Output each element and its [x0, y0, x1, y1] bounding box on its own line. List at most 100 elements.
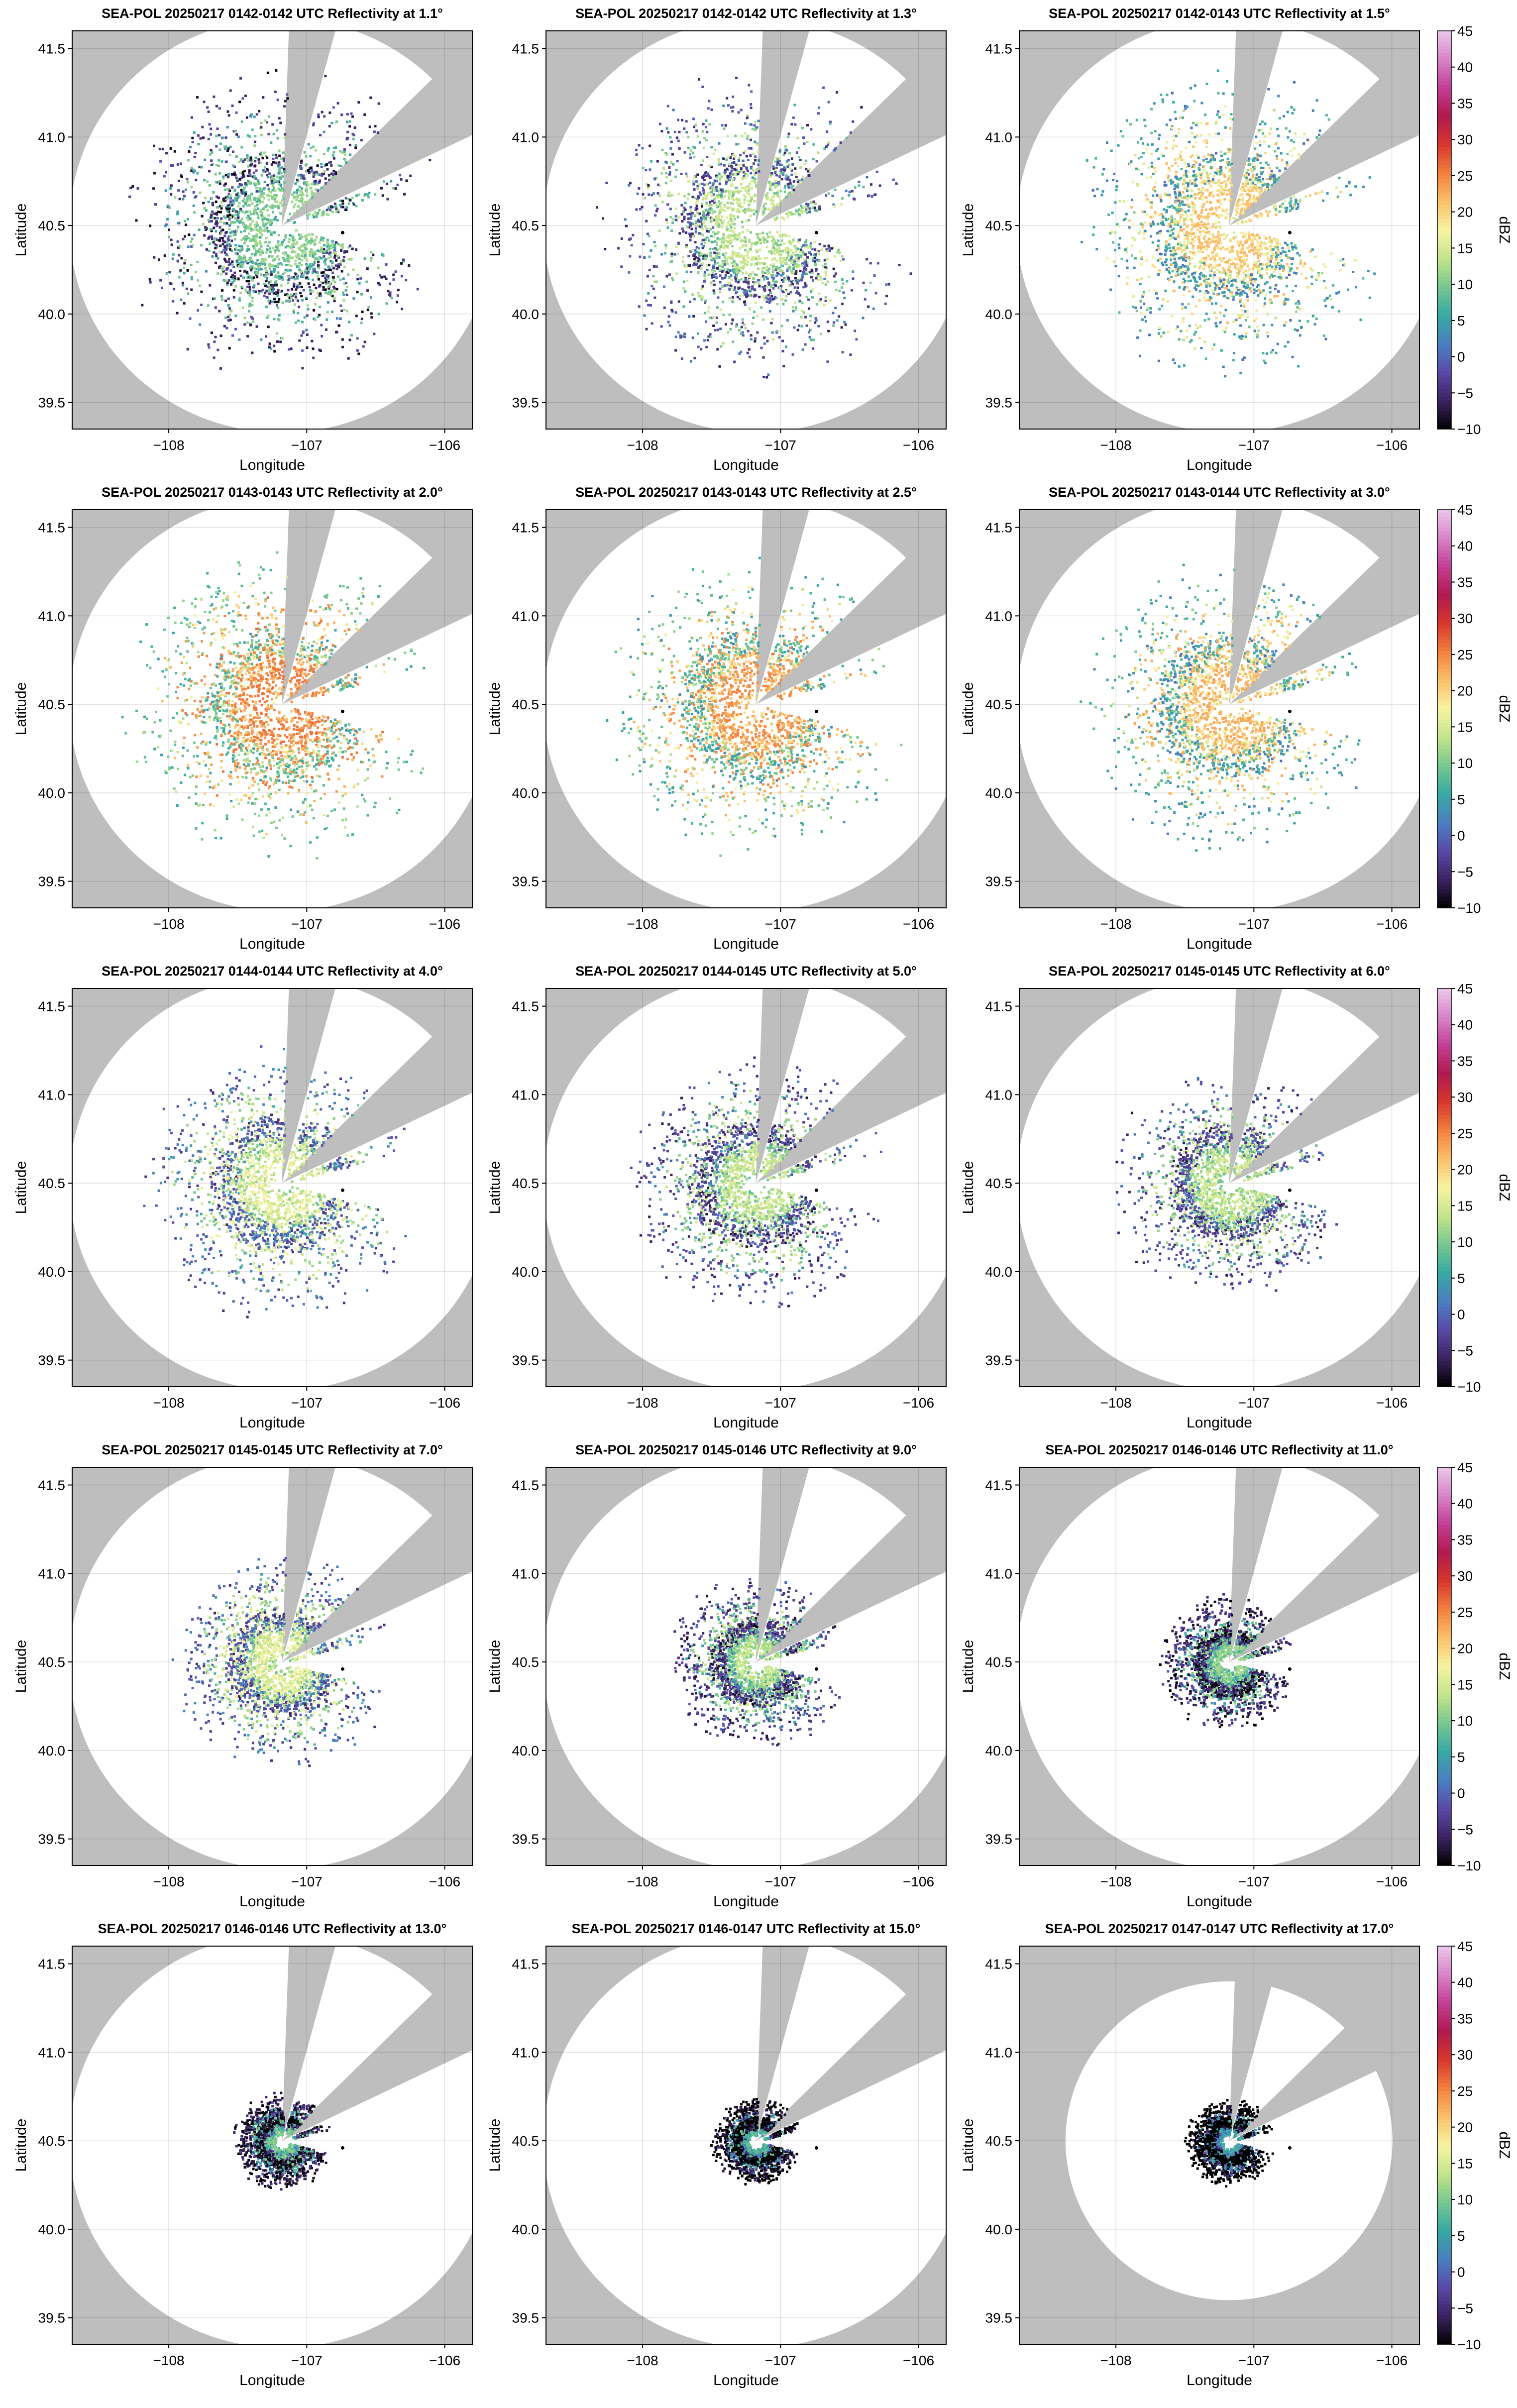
- echo-pixel: [188, 150, 191, 153]
- echo-pixel: [776, 184, 779, 187]
- echo-pixel: [743, 289, 746, 292]
- echo-pixel: [794, 277, 797, 280]
- echo-pixel: [707, 273, 710, 276]
- echo-pixel: [708, 263, 711, 266]
- echo-pixel: [303, 316, 306, 319]
- echo-pixel: [790, 253, 793, 256]
- echo-pixel: [298, 339, 301, 342]
- echo-pixel: [840, 203, 843, 206]
- echo-pixel: [716, 195, 719, 198]
- echo-pixel: [799, 254, 802, 257]
- echo-pixel: [265, 277, 268, 280]
- echo-pixel: [746, 191, 749, 194]
- echo-pixel: [1291, 154, 1294, 157]
- echo-pixel: [339, 304, 342, 307]
- echo-pixel: [750, 123, 753, 126]
- echo-pixel: [289, 234, 292, 237]
- echo-pixel: [681, 118, 683, 121]
- echo-pixel: [296, 286, 299, 289]
- echo-pixel: [270, 141, 273, 144]
- echo-pixel: [755, 243, 758, 246]
- echo-pixel: [708, 164, 711, 167]
- echo-pixel: [1266, 247, 1269, 250]
- echo-pixel: [754, 181, 757, 184]
- echo-pixel: [813, 240, 816, 243]
- echo-pixel: [746, 114, 749, 117]
- echo-pixel: [282, 252, 285, 255]
- echo-pixel: [258, 263, 261, 266]
- echo-pixel: [722, 236, 725, 239]
- echo-pixel: [770, 252, 773, 255]
- echo-pixel: [230, 173, 233, 176]
- echo-pixel: [200, 304, 203, 306]
- echo-pixel: [330, 121, 333, 124]
- echo-pixel: [775, 163, 778, 166]
- echo-pixel: [834, 147, 837, 150]
- echo-pixel: [231, 263, 234, 266]
- echo-pixel: [733, 238, 736, 241]
- echo-pixel: [788, 239, 791, 242]
- echo-pixel: [722, 239, 725, 242]
- echo-pixel: [1283, 324, 1286, 327]
- echo-pixel: [1234, 263, 1237, 266]
- echo-pixel: [170, 243, 173, 246]
- echo-pixel: [269, 182, 272, 185]
- echo-pixel: [1276, 295, 1279, 298]
- echo-pixel: [1205, 146, 1208, 148]
- echo-pixel: [772, 267, 775, 270]
- echo-pixel: [656, 160, 659, 163]
- echo-pixel: [244, 290, 247, 293]
- y-tick-label: 39.5: [38, 395, 66, 411]
- echo-pixel: [311, 169, 314, 172]
- echo-pixel: [689, 210, 692, 212]
- echo-pixel: [209, 284, 212, 287]
- echo-pixel: [696, 185, 699, 188]
- echo-pixel: [701, 233, 704, 236]
- echo-pixel: [767, 282, 770, 285]
- echo-pixel: [761, 231, 764, 234]
- echo-pixel: [276, 129, 279, 132]
- echo-pixel: [738, 298, 741, 301]
- echo-pixel: [1275, 178, 1278, 181]
- echo-pixel: [650, 249, 652, 252]
- echo-pixel: [804, 241, 807, 244]
- echo-pixel: [706, 268, 709, 271]
- echo-pixel: [178, 244, 181, 247]
- echo-pixel: [357, 352, 360, 355]
- echo-pixel: [1241, 268, 1243, 270]
- echo-pixel: [783, 190, 786, 193]
- echo-pixel: [1218, 195, 1221, 198]
- echo-pixel: [283, 170, 286, 173]
- echo-pixel: [792, 271, 795, 274]
- echo-pixel: [705, 139, 708, 142]
- echo-pixel: [1223, 198, 1226, 201]
- echo-pixel: [279, 244, 282, 246]
- echo-pixel: [310, 248, 313, 251]
- echo-pixel: [1194, 234, 1197, 237]
- echo-pixel: [297, 299, 300, 302]
- echo-pixel: [1171, 92, 1174, 95]
- echo-pixel: [795, 209, 798, 212]
- echo-pixel: [306, 259, 309, 262]
- echo-pixel: [653, 296, 656, 299]
- echo-pixel: [777, 182, 780, 185]
- echo-pixel: [655, 265, 658, 268]
- echo-pixel: [669, 208, 672, 211]
- echo-pixel: [790, 123, 793, 126]
- echo-pixel: [283, 259, 286, 262]
- echo-pixel: [777, 156, 780, 159]
- echo-pixel: [729, 236, 732, 239]
- echo-pixel: [275, 245, 278, 248]
- echo-pixel: [772, 287, 775, 290]
- echo-pixel: [702, 257, 705, 260]
- echo-pixel: [729, 174, 732, 177]
- echo-pixel: [266, 71, 269, 74]
- echo-pixel: [217, 348, 219, 351]
- echo-pixel: [246, 335, 249, 338]
- echo-pixel: [769, 185, 772, 188]
- echo-pixel: [1224, 105, 1227, 108]
- echo-pixel: [1276, 240, 1279, 243]
- echo-pixel: [677, 216, 680, 219]
- echo-pixel: [286, 294, 289, 297]
- echo-pixel: [245, 191, 247, 194]
